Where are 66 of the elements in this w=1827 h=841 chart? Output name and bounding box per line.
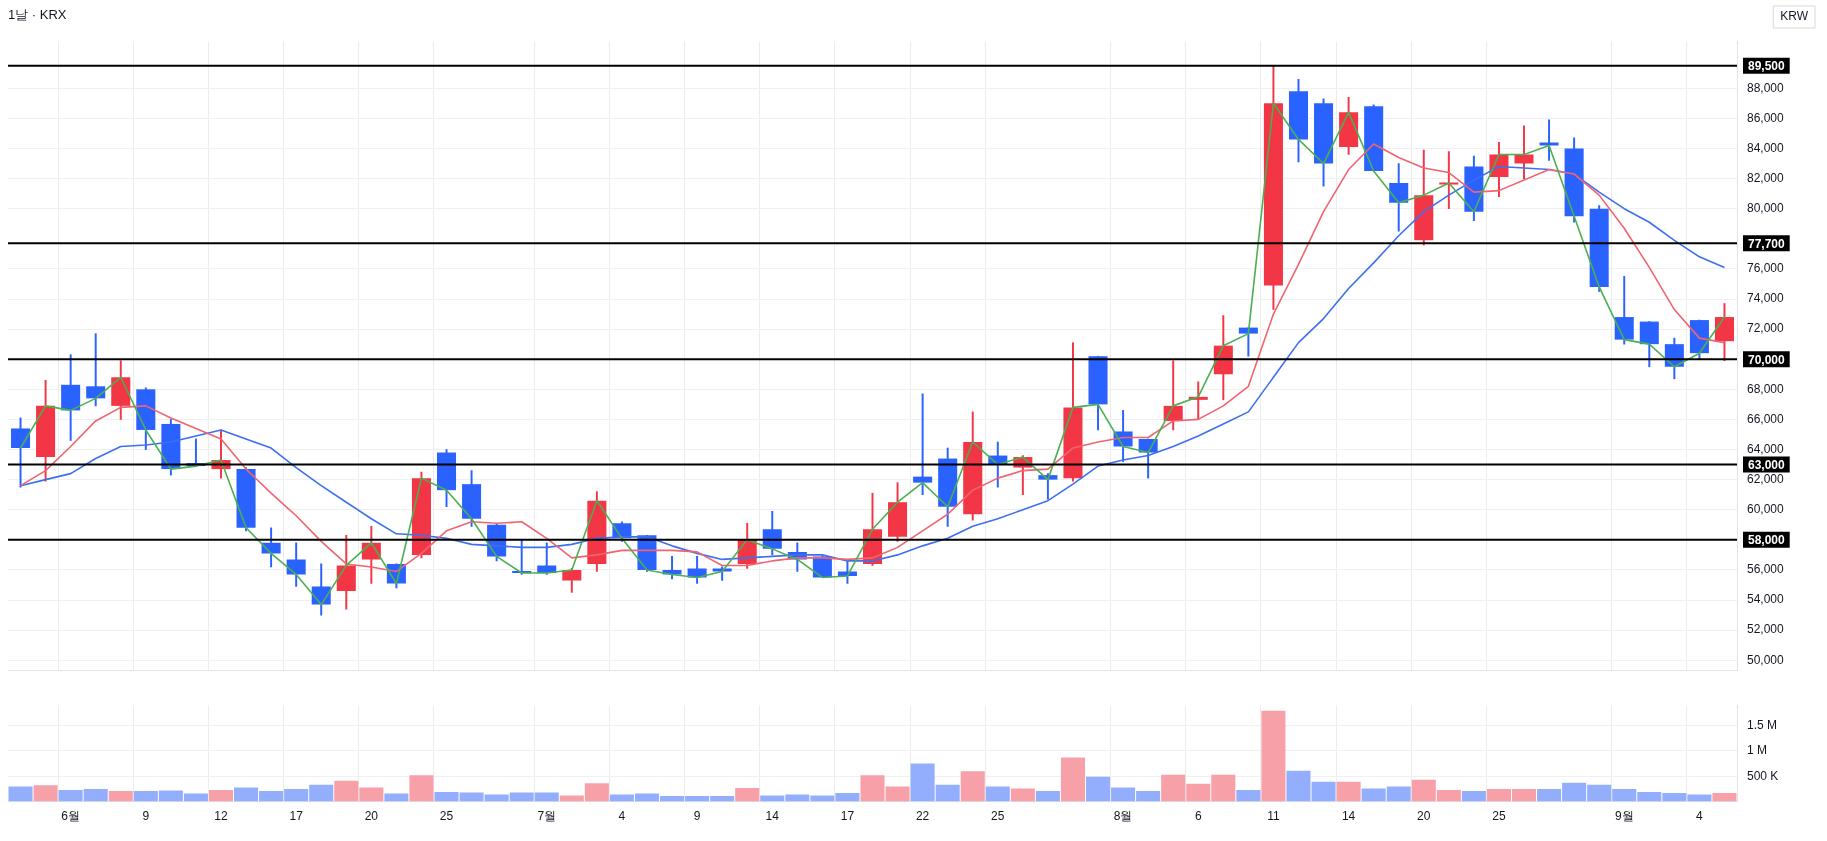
x-tick-label: 9	[693, 809, 701, 824]
bar	[208, 789, 234, 802]
y-tick-label: 80,000	[1747, 201, 1785, 215]
bar	[409, 775, 434, 802]
x-tick-label: 9	[142, 809, 150, 824]
bar	[33, 785, 58, 802]
y-tick-label: 52,000	[1747, 622, 1785, 637]
bar	[1236, 789, 1261, 802]
text: KRW	[1780, 9, 1809, 24]
x-tick-label: 25	[1492, 809, 1506, 824]
x-tick-label: 4	[618, 809, 626, 824]
bar	[1261, 710, 1286, 802]
x-tick-label: 12	[214, 809, 228, 824]
bar	[960, 771, 985, 802]
ref-line-label: 70,000	[1748, 352, 1786, 367]
y-tick-label: 72,000	[1747, 321, 1785, 336]
x-tick-label: 14	[1341, 809, 1356, 824]
y-tick-label: 88,000	[1747, 80, 1785, 95]
y-tick-label: 64,000	[1747, 441, 1785, 456]
y-tick-label: 54,000	[1747, 592, 1785, 607]
y-tick-label: 68,000	[1747, 381, 1785, 396]
y-tick-label: 1 M	[1747, 743, 1768, 758]
y-tick-label: 50,000	[1747, 652, 1785, 667]
bar	[384, 793, 409, 802]
x-tick-label: 6월	[61, 809, 80, 824]
x-tick-label: 17	[289, 809, 304, 824]
bar	[8, 786, 33, 802]
ref-line-label: 77,700	[1748, 236, 1786, 251]
y-tick-label: 76,000	[1747, 261, 1785, 276]
bar	[1712, 792, 1737, 802]
ref-line-label: 89,500	[1748, 59, 1786, 73]
x-tick-label: 22	[915, 809, 930, 824]
x-tick-label: 17	[840, 809, 855, 824]
x-tick-label: 4	[1696, 809, 1704, 824]
bar	[735, 787, 760, 802]
x-tick-label: 6	[1194, 809, 1202, 824]
bar	[1336, 781, 1361, 802]
y-tick-label: 86,000	[1747, 110, 1785, 125]
bar	[108, 790, 133, 802]
y-tick-label: 500 K	[1747, 768, 1779, 783]
y-tick-label: 60,000	[1747, 502, 1785, 517]
x-tick-label: 7월	[537, 809, 557, 824]
x-tick-label: 25	[991, 809, 1005, 824]
candlestick	[1514, 125, 1534, 179]
x-tick-label: 20	[364, 809, 379, 824]
ref-line-label: 58,000	[1748, 533, 1786, 548]
y-tick-label: 56,000	[1747, 562, 1785, 577]
ref-line-label: 63,000	[1748, 457, 1786, 472]
bar	[1035, 790, 1060, 802]
y-tick-label: 1.5 M	[1747, 717, 1778, 732]
bar	[985, 786, 1010, 802]
x-tick-label: 14	[765, 809, 780, 824]
y-tick-label: 74,000	[1747, 291, 1785, 306]
x-tick-label: 9월	[1614, 809, 1634, 824]
y-tick-label: 62,000	[1747, 471, 1785, 486]
x-tick-label: 8월	[1113, 809, 1133, 824]
y-tick-label: 66,000	[1747, 411, 1785, 426]
x-tick-label: 25	[439, 809, 454, 824]
chart-title: 1날 · KRX	[8, 7, 67, 23]
bar	[1060, 757, 1085, 802]
x-tick-label: 20	[1417, 809, 1431, 824]
y-tick-label: 82,000	[1747, 170, 1785, 185]
y-tick-label: 84,000	[1747, 140, 1785, 155]
bar	[1010, 788, 1035, 802]
bar	[1461, 790, 1486, 802]
x-tick-label: 11	[1267, 809, 1280, 824]
